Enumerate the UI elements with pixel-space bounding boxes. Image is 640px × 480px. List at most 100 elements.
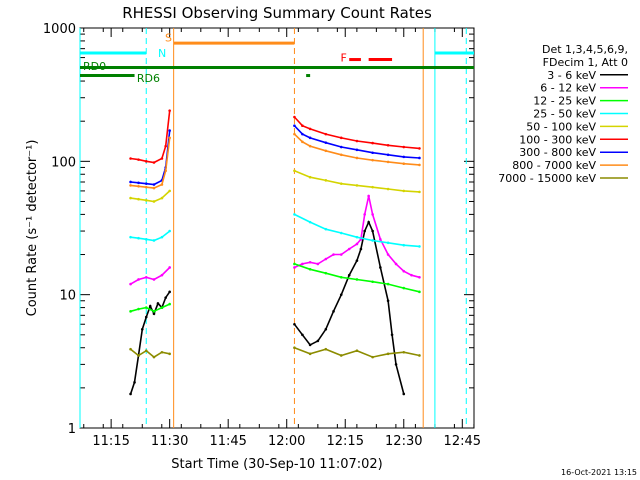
data-point bbox=[160, 235, 164, 239]
data-point bbox=[168, 290, 171, 294]
data-point bbox=[402, 350, 406, 354]
data-point bbox=[371, 185, 374, 189]
data-point bbox=[160, 273, 164, 277]
data-point bbox=[152, 186, 156, 190]
data-point bbox=[363, 229, 366, 233]
data-point bbox=[308, 260, 312, 264]
data-point bbox=[137, 278, 140, 281]
legend-entry: 6 - 12 keV bbox=[540, 82, 596, 95]
data-point bbox=[152, 355, 156, 359]
data-point bbox=[160, 306, 164, 309]
series-line-4-0 bbox=[130, 190, 171, 203]
data-point bbox=[367, 194, 370, 198]
data-point bbox=[137, 236, 140, 240]
data-point bbox=[308, 343, 312, 347]
data-point bbox=[144, 160, 148, 163]
data-point bbox=[394, 262, 398, 266]
legend-entry: 12 - 25 keV bbox=[533, 95, 596, 108]
plot-timestamp: 16-Oct-2021 13:15 bbox=[561, 468, 637, 477]
data-point bbox=[137, 184, 140, 188]
data-point bbox=[152, 278, 156, 281]
annotation-rd0-label: RD0 bbox=[83, 60, 106, 73]
data-point bbox=[386, 241, 390, 245]
legend-entry: 800 - 7000 keV bbox=[512, 159, 596, 172]
data-point bbox=[308, 220, 312, 224]
data-point bbox=[293, 262, 296, 266]
data-point bbox=[394, 363, 398, 366]
data-point bbox=[355, 235, 359, 239]
data-point bbox=[355, 139, 359, 143]
data-point bbox=[410, 273, 413, 277]
data-point bbox=[386, 187, 390, 191]
data-point bbox=[339, 231, 343, 235]
data-point bbox=[371, 355, 374, 359]
x-tick-label: 11:30 bbox=[151, 434, 188, 449]
data-point bbox=[144, 349, 148, 352]
data-point bbox=[129, 310, 132, 313]
data-point bbox=[390, 333, 394, 337]
data-point bbox=[324, 347, 328, 351]
chart-title: RHESSI Observing Summary Count Rates bbox=[122, 4, 432, 22]
data-point bbox=[293, 115, 296, 119]
data-point bbox=[402, 155, 406, 159]
data-point bbox=[418, 156, 421, 160]
series-line-7-0 bbox=[130, 137, 171, 189]
series-line-7-1 bbox=[293, 133, 420, 166]
data-point bbox=[160, 157, 164, 160]
series-line-0-1 bbox=[293, 220, 405, 395]
data-point bbox=[129, 196, 132, 200]
series-line-1-0 bbox=[130, 266, 171, 285]
data-point bbox=[129, 180, 132, 184]
data-point bbox=[293, 169, 296, 173]
data-point bbox=[144, 275, 148, 279]
data-point bbox=[386, 352, 390, 356]
data-point bbox=[152, 200, 156, 203]
data-point bbox=[148, 304, 152, 308]
data-point bbox=[402, 269, 406, 273]
x-tick-label: 12:15 bbox=[327, 434, 364, 449]
data-point bbox=[164, 296, 167, 299]
series-line-4-1 bbox=[294, 169, 420, 193]
x-tick-label: 11:15 bbox=[92, 434, 129, 449]
data-point bbox=[347, 247, 351, 251]
data-point bbox=[339, 253, 343, 256]
data-point bbox=[339, 145, 343, 149]
data-point bbox=[308, 352, 312, 356]
data-point bbox=[418, 354, 421, 357]
data-point bbox=[164, 169, 167, 173]
data-point bbox=[129, 184, 132, 187]
data-point bbox=[355, 349, 359, 352]
data-point bbox=[129, 347, 132, 351]
data-point bbox=[339, 275, 343, 279]
annotation-s-label: S bbox=[165, 31, 172, 44]
data-point bbox=[355, 148, 359, 152]
data-point bbox=[339, 293, 343, 296]
data-point bbox=[168, 229, 171, 233]
data-point bbox=[324, 327, 328, 331]
data-point bbox=[386, 282, 390, 286]
data-point bbox=[418, 147, 421, 150]
data-point bbox=[379, 266, 382, 269]
data-point bbox=[168, 136, 171, 140]
data-point bbox=[386, 160, 390, 164]
data-point bbox=[137, 354, 140, 357]
x-tick-label: 12:45 bbox=[444, 434, 481, 449]
data-point bbox=[301, 140, 304, 144]
series-line-3-1 bbox=[294, 213, 420, 248]
data-point bbox=[168, 352, 171, 356]
data-point bbox=[371, 213, 374, 216]
data-point bbox=[144, 238, 148, 241]
data-point bbox=[402, 243, 406, 247]
data-point bbox=[133, 381, 136, 384]
data-point bbox=[129, 235, 132, 239]
data-point bbox=[418, 290, 421, 294]
legend-header: Det 1,3,4,5,6,9, bbox=[542, 43, 628, 56]
legend-entry: 7000 - 15000 keV bbox=[498, 172, 596, 185]
data-point bbox=[332, 310, 335, 313]
data-point bbox=[293, 266, 296, 269]
y-tick-label: 100 bbox=[51, 155, 76, 170]
data-point bbox=[402, 189, 406, 193]
data-point bbox=[339, 182, 343, 185]
data-point bbox=[371, 141, 374, 145]
